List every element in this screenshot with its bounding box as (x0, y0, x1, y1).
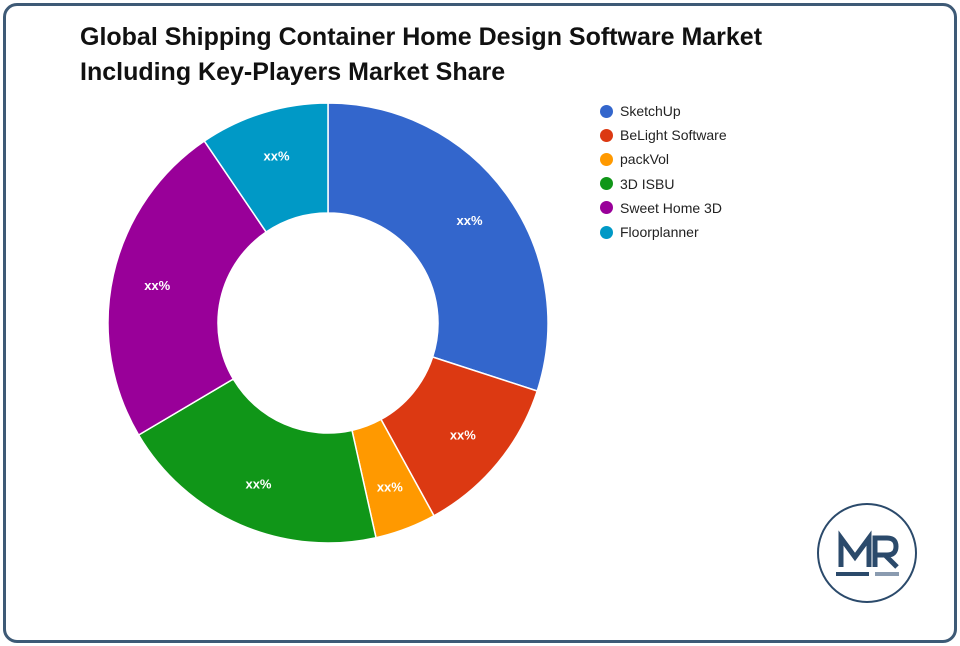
legend-label: BeLight Software (620, 127, 727, 144)
legend-swatch (600, 177, 613, 191)
slice-label-floorplanner: xx% (264, 149, 290, 164)
legend-swatch (600, 104, 613, 118)
legend-item-3d-isbu: 3D ISBU (600, 172, 727, 196)
legend-label: packVol (620, 151, 670, 168)
legend-item-sweet-home-3d: Sweet Home 3D (600, 196, 727, 220)
chart-legend: SketchUp BeLight Software packVol 3D ISBU Sw… (600, 99, 727, 244)
legend-label: SketchUp (620, 103, 681, 120)
slice-sketchup (327, 102, 549, 392)
legend-swatch (600, 152, 613, 166)
legend-label: Floorplanner (620, 224, 699, 241)
legend-label: 3D ISBU (620, 175, 675, 192)
legend-item-packvol: packVol (600, 147, 727, 171)
chart-title-line-1: Global Shipping Container Home Design So… (80, 23, 763, 51)
slice-sweet-home-3d (107, 139, 268, 437)
legend-item-sketchup: SketchUp (600, 99, 727, 123)
slice-3d-isbu (137, 377, 377, 544)
chart-title-line-2: Including Key-Players Market Share (80, 58, 506, 86)
slice-label-belight-software: xx% (450, 428, 476, 443)
legend-item-belight-software: BeLight Software (600, 123, 727, 147)
legend-label: Sweet Home 3D (620, 199, 722, 216)
slice-label-packvol: xx% (377, 480, 403, 495)
legend-swatch (600, 225, 613, 239)
slice-label-sketchup: xx% (457, 213, 483, 228)
mr-logo (817, 503, 917, 603)
slice-floorplanner (203, 102, 329, 234)
chart-title: Global Shipping Container Home Design So… (80, 20, 840, 90)
legend-item-floorplanner: Floorplanner (600, 220, 727, 244)
slice-label-sweet-home-3d: xx% (144, 278, 170, 293)
mr-logo-icon (836, 530, 899, 576)
slice-label-3d-isbu: xx% (245, 477, 271, 492)
legend-swatch (600, 128, 613, 142)
legend-swatch (600, 201, 613, 215)
